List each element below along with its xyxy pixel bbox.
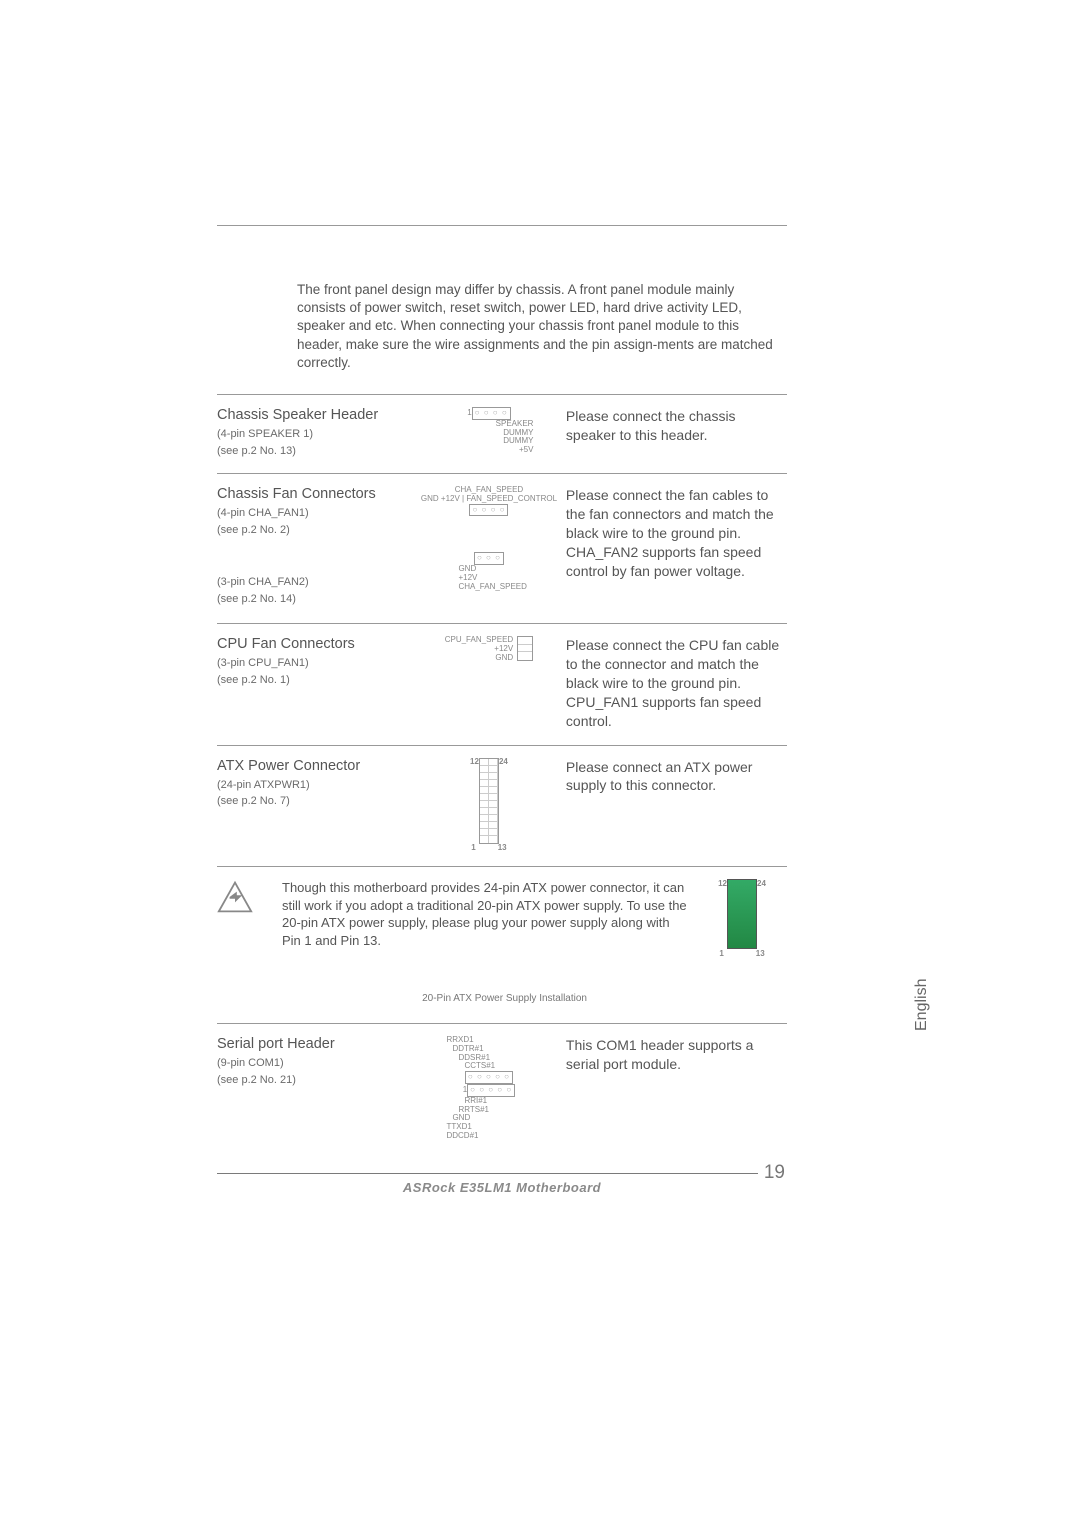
speaker-sub2: (see p.2 No. 13)	[217, 443, 412, 460]
cha-fan-title: Chassis Fan Connectors	[217, 486, 412, 502]
cha-fan1-sub1: (4-pin CHA_FAN1)	[217, 505, 412, 522]
footer-rule: 19	[217, 1173, 787, 1174]
speaker-desc: Please connect the chassis speaker to th…	[566, 407, 781, 445]
front-panel-note: The front panel design may differ by cha…	[297, 281, 777, 372]
cpu-fan-diagram: CPU_FAN_SPEED +12V GND	[416, 636, 561, 662]
serial-sub2: (see p.2 No. 21)	[217, 1072, 412, 1089]
top-rule	[217, 225, 787, 226]
cha-fan2-sub1: (3-pin CHA_FAN2)	[217, 574, 412, 591]
cha-fan-desc: Please connect the fan cables to the fan…	[566, 486, 781, 580]
serial-diagram: RRXD1 DDTR#1 DDSR#1 CCTS#1 ○ ○ ○ ○ ○ 1○ …	[416, 1036, 561, 1141]
cha-fan-diagram: CHA_FAN_SPEED GND +12V | FAN_SPEED_CONTR…	[416, 486, 561, 592]
atx-install-diagram: 12 24 1 13	[697, 879, 787, 958]
page-content: The front panel design may differ by cha…	[217, 225, 787, 1195]
cha-fan1-sub2: (see p.2 No. 2)	[217, 522, 412, 539]
atx-note-row: Though this motherboard provides 24-pin …	[217, 866, 787, 1023]
speaker-diagram: 1○ ○ ○ ○ SPEAKER DUMMY DUMMY +5V	[416, 407, 561, 455]
footer-text: ASRock E35LM1 Motherboard	[217, 1180, 787, 1195]
serial-sub1: (9-pin COM1)	[217, 1055, 412, 1072]
speaker-sub1: (4-pin SPEAKER 1)	[217, 426, 412, 443]
atx-sub1: (24-pin ATXPWR1)	[217, 777, 412, 794]
atx-diagram: 12 24 1 13	[416, 758, 561, 853]
atx-desc: Please connect an ATX power supply to th…	[566, 758, 781, 796]
serial-desc: This COM1 header supports a serial port …	[566, 1036, 781, 1074]
cpu-fan-desc: Please connect the CPU fan cable to the …	[566, 636, 781, 730]
language-tab: English	[909, 955, 935, 1055]
cpu-fan-sub2: (see p.2 No. 1)	[217, 672, 412, 689]
cpu-fan-title: CPU Fan Connectors	[217, 636, 412, 652]
section-speaker: Chassis Speaker Header (4-pin SPEAKER 1)…	[217, 394, 787, 473]
section-cpu-fan: CPU Fan Connectors (3-pin CPU_FAN1) (see…	[217, 623, 787, 744]
cpu-fan-sub1: (3-pin CPU_FAN1)	[217, 655, 412, 672]
atx-note-caption: 20-Pin ATX Power Supply Installation	[282, 992, 687, 1006]
section-cha-fan: Chassis Fan Connectors (4-pin CHA_FAN1) …	[217, 473, 787, 623]
cha-fan2-sub2: (see p.2 No. 14)	[217, 591, 412, 608]
atx-title: ATX Power Connector	[217, 758, 412, 774]
atx-note-text: Though this motherboard provides 24-pin …	[282, 879, 697, 1005]
serial-title: Serial port Header	[217, 1036, 412, 1052]
speaker-title: Chassis Speaker Header	[217, 407, 412, 423]
atx-sub2: (see p.2 No. 7)	[217, 793, 412, 810]
page-number: 19	[758, 1162, 791, 1184]
section-serial: Serial port Header (9-pin COM1) (see p.2…	[217, 1023, 787, 1155]
section-atx: ATX Power Connector (24-pin ATXPWR1) (se…	[217, 745, 787, 867]
warning-icon	[217, 879, 282, 920]
